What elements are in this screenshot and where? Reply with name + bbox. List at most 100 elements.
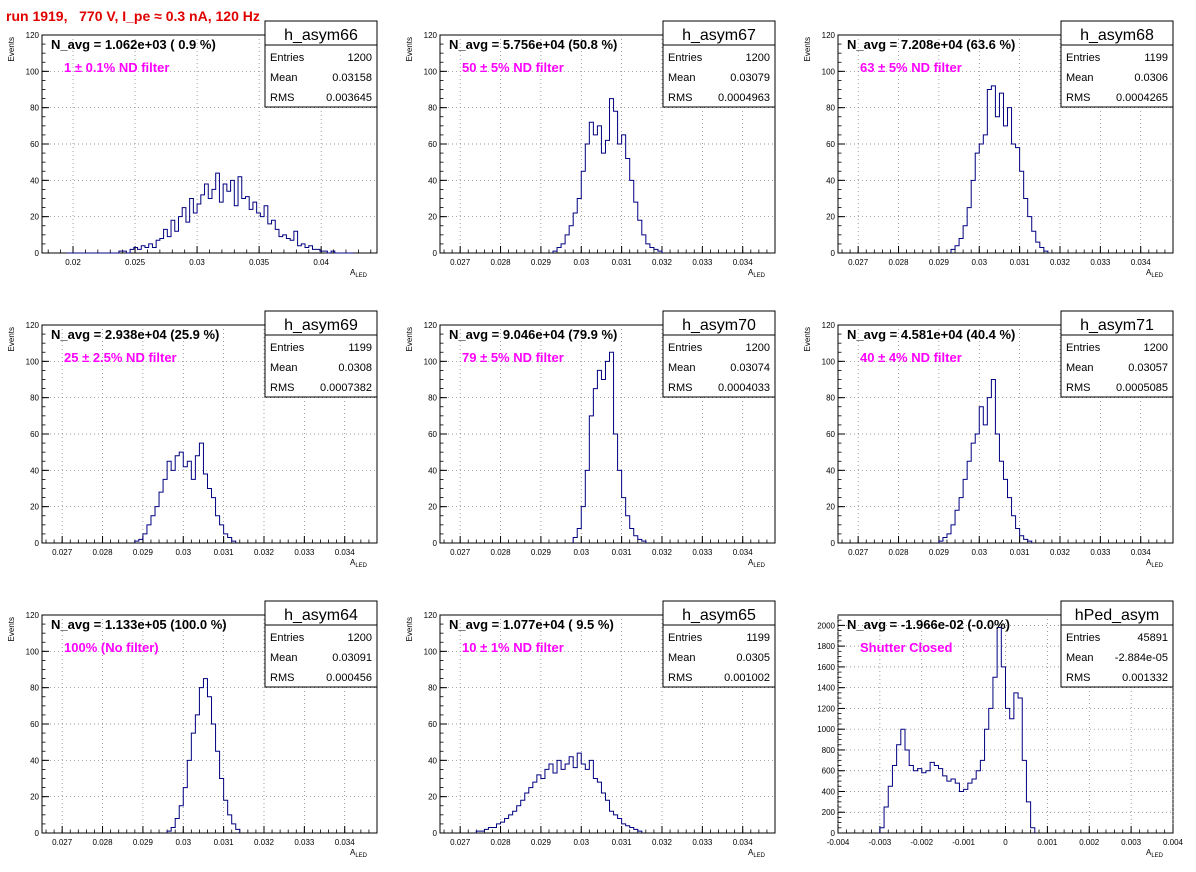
y-tick-label: 80: [826, 394, 835, 403]
histogram-panel-h_asym70: 0 20 40 60 80 100 120 0.027 0.028 0.029 0.03 0.031 0…: [405, 310, 776, 569]
x-tick-label: 0.033: [294, 548, 315, 557]
x-tick-label: 0.029: [133, 548, 154, 557]
x-axis-label-sub: LED: [753, 273, 765, 279]
x-tick-label: 0.028: [889, 548, 910, 557]
x-tick-label: 0.029: [929, 258, 950, 267]
y-tick-label: 1800: [817, 642, 835, 651]
x-axis-label-sub: LED: [1151, 273, 1163, 279]
stats-value: 0.0007382: [320, 382, 372, 394]
histogram-series: [66, 172, 354, 254]
x-tick-label: 0.031: [612, 548, 633, 557]
y-tick-label: 40: [30, 756, 39, 765]
y-tick-label: 60: [30, 430, 39, 439]
y-tick-label: 1200: [817, 704, 835, 713]
y-tick-label: 800: [822, 746, 836, 755]
x-tick-label: 0.004: [1163, 838, 1184, 847]
y-tick-label: 120: [424, 321, 438, 330]
stats-value: 0.03079: [730, 72, 770, 84]
x-tick-label: 0.027: [450, 838, 471, 847]
y-axis-label: Events: [7, 617, 16, 641]
navg-label: N_avg = 4.581e+04 (40.4 %): [847, 327, 1015, 342]
stats-title: h_asym64: [284, 607, 358, 624]
x-axis-label-main: A: [350, 558, 356, 567]
y-tick-label: 80: [428, 104, 437, 113]
y-tick-label: 80: [30, 394, 39, 403]
x-tick-label: 0.031: [214, 838, 235, 847]
histogram-series: [879, 626, 1036, 833]
navg-label: N_avg = 1.062e+03 ( 0.9 %): [51, 37, 216, 52]
stats-label: Entries: [270, 342, 305, 354]
stats-box: [1060, 20, 1174, 108]
y-tick-label: 20: [30, 793, 39, 802]
filter-label: 100% (No filter): [64, 640, 159, 655]
x-tick-label: -0.002: [910, 838, 933, 847]
stats-label: Entries: [270, 632, 305, 644]
x-axis-label-sub: LED: [355, 853, 367, 859]
x-axis-label-main: A: [748, 558, 754, 567]
stats-value: 1200: [348, 632, 372, 644]
x-tick-label: -0.004: [827, 838, 850, 847]
x-tick-label: 0.029: [929, 548, 950, 557]
navg-label: N_avg = 7.208e+04 (63.6 %): [847, 37, 1015, 52]
x-tick-label: 0.03: [175, 548, 191, 557]
stats-value: 0.03057: [1128, 362, 1168, 374]
x-axis-label-main: A: [748, 268, 754, 277]
x-tick-label: 0.028: [93, 838, 114, 847]
x-tick-label: 0.04: [313, 258, 329, 267]
stats-value: 0.03074: [730, 362, 770, 374]
x-tick-label: 0.034: [1131, 258, 1152, 267]
stats-box: [662, 310, 776, 398]
x-axis-label-main: A: [1146, 558, 1152, 567]
histogram-series: [950, 85, 1049, 253]
y-tick-label: 0: [35, 539, 40, 548]
stats-box: [662, 20, 776, 108]
y-tick-label: 40: [428, 176, 437, 185]
x-axis-label-sub: LED: [1151, 563, 1163, 569]
x-tick-label: 0.03: [189, 258, 205, 267]
stats-value: 0.0004033: [718, 382, 770, 394]
y-tick-label: 100: [424, 357, 438, 366]
y-tick-label: 100: [26, 647, 40, 656]
x-tick-label: 0.029: [531, 548, 552, 557]
stats-label: Entries: [1066, 632, 1101, 644]
stats-box: [264, 20, 378, 108]
stats-box: [264, 600, 378, 688]
stats-value: 0.003645: [326, 92, 372, 104]
stats-label: Mean: [1066, 72, 1094, 84]
stats-title: h_asym66: [284, 27, 358, 44]
page-title: run 1919, 770 V, I_pe ≈ 0.3 nA, 120 Hz: [6, 8, 260, 24]
x-tick-label: 0.032: [652, 548, 673, 557]
stats-box: [1060, 600, 1174, 688]
y-tick-label: 120: [424, 611, 438, 620]
x-axis-label-main: A: [1146, 268, 1152, 277]
y-axis-label: Events: [803, 327, 812, 351]
x-axis-label-main: A: [748, 848, 754, 857]
stats-value: 1200: [746, 342, 770, 354]
stats-value: 0.001002: [724, 672, 770, 684]
x-axis-label: ALED: [748, 558, 766, 569]
stats-title: hPed_asym: [1075, 607, 1160, 624]
y-tick-label: 1400: [817, 684, 835, 693]
y-tick-label: 120: [424, 31, 438, 40]
stats-label: Entries: [668, 52, 703, 64]
stats-title: h_asym65: [682, 607, 756, 624]
x-tick-label: 0.029: [531, 838, 552, 847]
x-axis-label: ALED: [748, 268, 766, 279]
x-axis-label-main: A: [350, 268, 356, 277]
y-tick-label: 20: [428, 793, 437, 802]
stats-value: 1200: [746, 52, 770, 64]
y-tick-label: 120: [26, 321, 40, 330]
filter-label: 10 ± 1% ND filter: [462, 640, 564, 655]
x-tick-label: 0.03: [971, 548, 987, 557]
navg-label: N_avg = 1.133e+05 (100.0 %): [51, 617, 227, 632]
y-axis-label: Events: [7, 327, 16, 351]
histogram-panel-hPed_asym: 0 200 400 600 800 1000 1200 1400 1600 1800 2000 -0.…: [817, 600, 1184, 859]
y-axis-label: Events: [803, 37, 812, 61]
x-axis-label-sub: LED: [753, 853, 765, 859]
y-tick-label: 40: [428, 756, 437, 765]
x-tick-label: 0.034: [733, 548, 754, 557]
x-tick-label: 0.032: [1050, 258, 1071, 267]
y-tick-label: 60: [826, 140, 835, 149]
stats-box: [264, 310, 378, 398]
y-tick-label: 100: [424, 67, 438, 76]
